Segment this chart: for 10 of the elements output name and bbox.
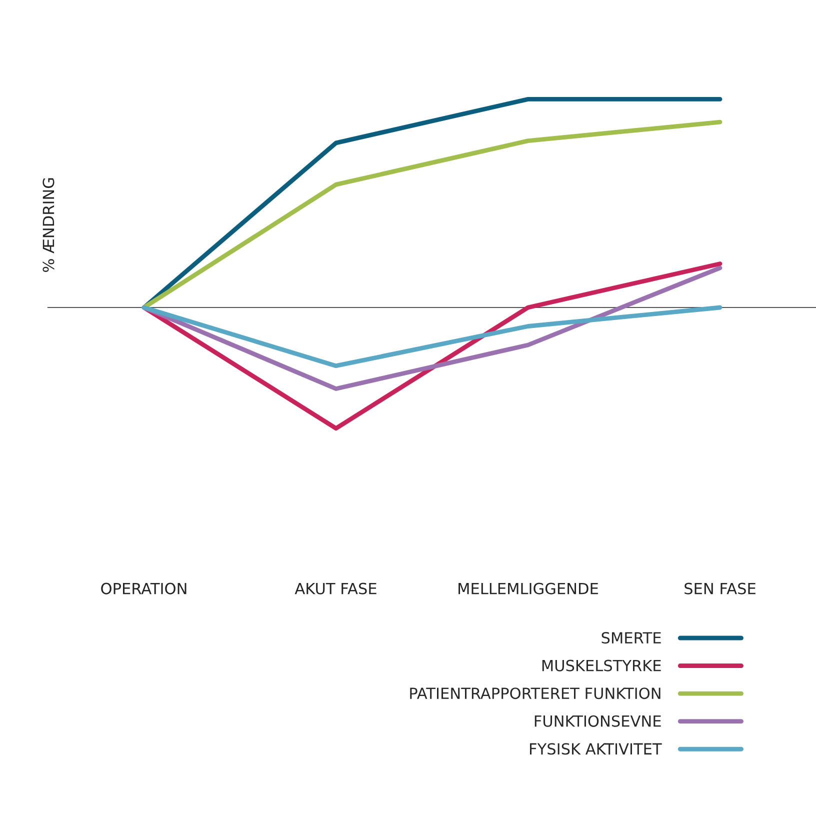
legend-label: MUSKELSTYRKE (542, 660, 661, 672)
legend-label: FUNKTIONSEVNE (534, 715, 661, 727)
legend-label: FYSISK AKTIVITET (530, 743, 662, 755)
legend-label: PATIENTRAPPORTERET FUNKTION (410, 688, 660, 700)
x-tick-label: OPERATION (101, 582, 186, 594)
x-tick-label: MELLEMLIGGENDE (458, 582, 598, 594)
x-tick-label: SEN FASE (684, 582, 756, 594)
legend-label: SMERTE (602, 632, 661, 644)
x-tick-label: AKUT FASE (294, 582, 376, 594)
y-axis-title: % ÆNDRING (42, 178, 54, 272)
